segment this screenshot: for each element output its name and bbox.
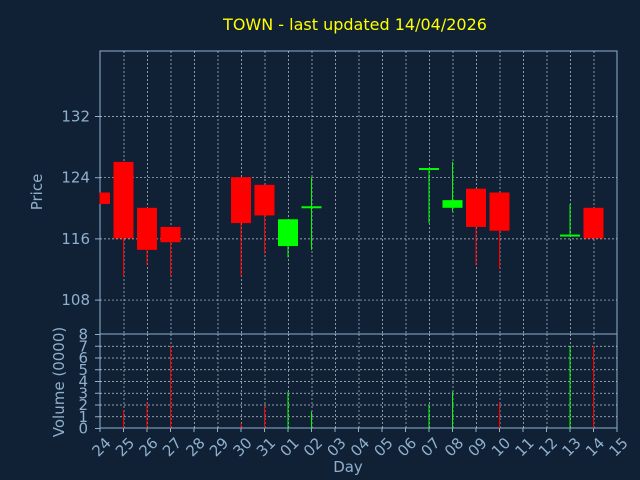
candle-body: [231, 177, 251, 224]
volume-panel-frame: [99, 333, 618, 429]
x-tick-label: 03: [324, 434, 350, 460]
price-panel-frame: [99, 50, 618, 335]
volume-tick-label: 5: [78, 361, 88, 379]
x-tick-label: 07: [418, 434, 444, 460]
x-axis: 2425262728293031010203040506070809101112…: [89, 428, 632, 460]
price-axis-label: Price: [28, 174, 46, 211]
candle-body: [160, 226, 181, 243]
chart-title: TOWN - last updated 14/04/2026: [222, 15, 487, 34]
candle-body: [137, 207, 157, 250]
price-tick-label: 132: [61, 108, 90, 126]
candle-body: [278, 219, 298, 247]
volume-tick-label: 1: [78, 408, 88, 426]
x-tick-label: 06: [394, 434, 420, 460]
volume-tick-label: 3: [78, 384, 88, 402]
x-tick-label: 26: [136, 434, 162, 460]
volume-tick-label: 2: [78, 396, 88, 414]
candle-body: [254, 184, 275, 216]
x-tick-label: 12: [535, 434, 561, 460]
candle-body: [560, 234, 580, 237]
candle-body: [113, 161, 134, 239]
volume-axis-label: Volume (0000): [50, 327, 68, 437]
price-tick-label: 116: [61, 230, 90, 248]
volume-tick-label: 8: [78, 326, 88, 344]
x-tick-label: 11: [512, 434, 538, 460]
x-axis-label: Day: [333, 458, 363, 476]
price-panel: 108 116 124 132: [61, 50, 618, 335]
candle-body: [466, 188, 486, 227]
x-tick-label: 09: [465, 434, 491, 460]
x-tick-label: 05: [371, 434, 397, 460]
candle-body: [583, 207, 604, 239]
x-tick-label: 27: [159, 434, 185, 460]
price-tick-label: 108: [61, 291, 90, 309]
x-tick-label: 30: [230, 434, 256, 460]
x-tick-label: 29: [206, 434, 232, 460]
x-tick-label: 31: [253, 434, 279, 460]
candle-body: [489, 192, 510, 231]
volume-tick-label: 6: [78, 349, 88, 367]
x-tick-label: 15: [606, 434, 632, 460]
volume-tick-label: 0: [78, 420, 88, 438]
candle-body: [419, 168, 439, 171]
x-tick-label: 25: [112, 434, 138, 460]
x-tick-label: 04: [347, 434, 373, 460]
x-tick-label: 14: [582, 434, 608, 460]
x-tick-label: 24: [89, 434, 115, 460]
x-tick-label: 28: [183, 434, 209, 460]
x-tick-label: 01: [277, 434, 303, 460]
x-tick-label: 02: [300, 434, 326, 460]
volume-tick-label: 7: [78, 337, 88, 355]
candle-body: [442, 200, 463, 208]
x-tick-label: 10: [488, 434, 514, 460]
volume-tick-label: 4: [78, 373, 88, 391]
x-tick-label: 13: [559, 434, 585, 460]
candle-body: [301, 206, 322, 209]
candle-body: [100, 192, 110, 204]
x-tick-label: 08: [441, 434, 467, 460]
price-tick-label: 124: [61, 169, 90, 187]
